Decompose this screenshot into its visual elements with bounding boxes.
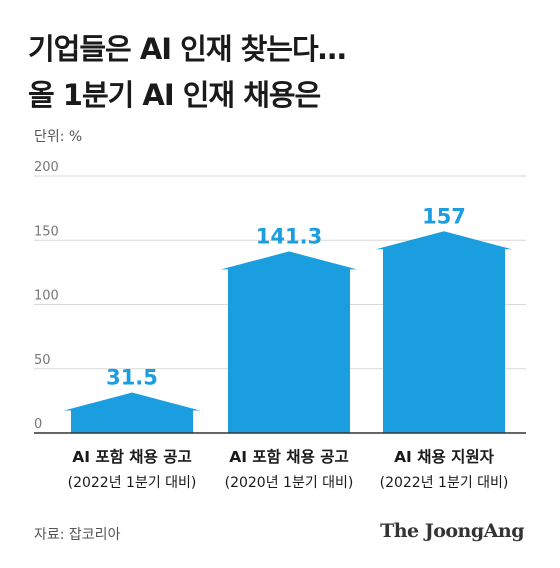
x-tick-sublabel: (2022년 1분기 대비): [380, 475, 509, 491]
unit-label: 단위: %: [34, 129, 83, 145]
brand-logo: The JoongAng: [380, 520, 524, 542]
title-line-2: 올 1분기 AI 인재 채용은: [28, 78, 321, 112]
x-tick-label: AI 포함 채용 공고: [72, 448, 192, 466]
chart-title: 기업들은 AI 인재 찾는다… 올 1분기 AI 인재 채용은: [28, 26, 347, 118]
data-label: 141.3: [256, 224, 322, 248]
x-tick-label: AI 채용 지원자: [394, 448, 495, 466]
y-tick-label: 100: [34, 289, 59, 304]
bar: [221, 251, 357, 433]
y-tick-label: 150: [34, 224, 59, 239]
data-label: 31.5: [106, 366, 158, 390]
source-note: 자료: 잡코리아: [34, 527, 121, 543]
x-tick-label: AI 포함 채용 공고: [229, 448, 349, 466]
x-tick-sublabel: (2022년 1분기 대비): [68, 475, 197, 491]
y-tick-label: 50: [34, 353, 51, 368]
x-tick-sublabel: (2020년 1분기 대비): [225, 475, 354, 491]
data-label: 157: [422, 204, 466, 228]
bar: [64, 392, 200, 433]
y-tick-label: 200: [34, 160, 59, 175]
title-line-1: 기업들은 AI 인재 찾는다…: [28, 32, 347, 66]
bar: [376, 231, 512, 433]
y-tick-label: 0: [34, 417, 42, 432]
